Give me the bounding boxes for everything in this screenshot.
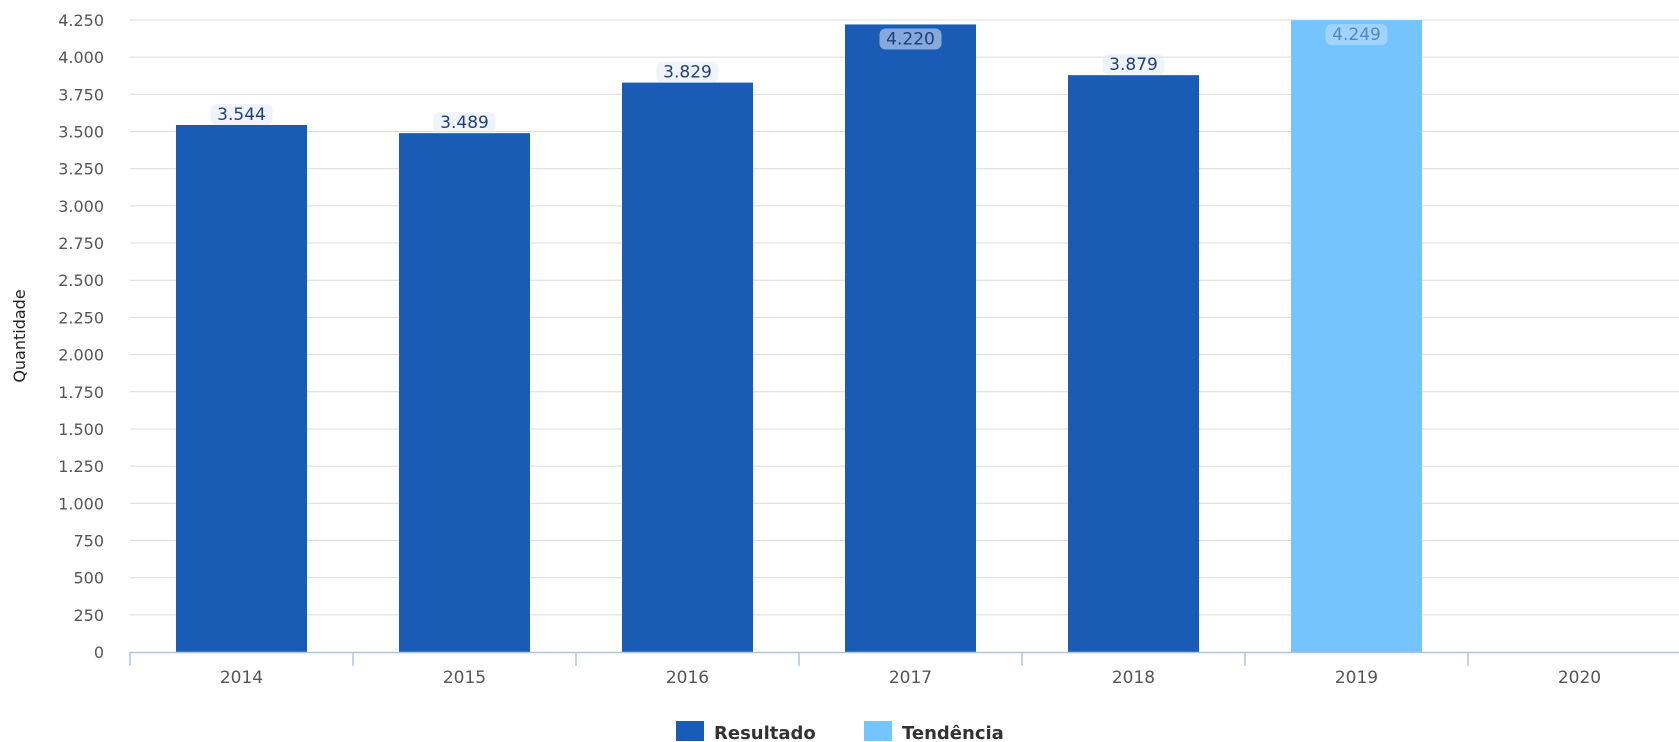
x-axis: [129, 651, 1679, 666]
legend-label: Tendência: [902, 723, 1004, 742]
y-axis-label: Quantidade: [10, 289, 29, 382]
data-label-halo: [210, 103, 273, 125]
y-tick-label: 250: [73, 606, 104, 625]
bar-2017[interactable]: [845, 24, 976, 652]
y-tick-label: 1.750: [58, 383, 104, 402]
data-label-halo: [1102, 54, 1165, 76]
data-label-halo: [433, 112, 496, 134]
legend-item-tendência[interactable]: Tendência: [864, 721, 1004, 742]
bar-2016[interactable]: [622, 82, 753, 653]
x-tick-label: 2015: [443, 668, 486, 688]
legend[interactable]: Resultado Tendência: [676, 721, 1004, 742]
data-label-halo: [656, 61, 719, 83]
y-tick-label: 2.250: [58, 308, 104, 327]
data-label-2014: 3.544: [217, 105, 266, 125]
data-label-2016: 3.829: [663, 63, 712, 83]
x-tick-label: 2014: [220, 668, 263, 688]
legend-swatch: [676, 721, 704, 741]
bars: [176, 20, 1422, 653]
x-tick-label: 2017: [889, 668, 932, 688]
data-label-2015: 3.489: [440, 113, 489, 133]
y-tick-label: 0: [94, 643, 104, 662]
data-label-2018: 3.879: [1109, 55, 1158, 75]
y-tick-label: 3.500: [58, 123, 104, 142]
bar-2018[interactable]: [1068, 75, 1199, 653]
data-label-halo: [1325, 24, 1388, 46]
y-tick-label: 2.750: [58, 234, 104, 253]
y-tick-label: 1.000: [58, 494, 104, 513]
data-label-2019: 4.249: [1332, 25, 1381, 45]
data-labels: 3.544 3.489 3.829 4.220 3.879 4.249: [210, 24, 1388, 134]
y-tick-label: 2.000: [58, 346, 104, 365]
data-label-halo: [879, 28, 942, 50]
x-tick-label: 2019: [1335, 668, 1378, 688]
y-tick-label: 4.250: [58, 11, 104, 30]
x-tick-label: 2016: [666, 668, 709, 688]
y-tick-label: 3.000: [58, 197, 104, 216]
y-tick-label: 750: [73, 531, 104, 550]
y-tick-label: 1.500: [58, 420, 104, 439]
y-tick-label: 2.500: [58, 271, 104, 290]
legend-item-resultado[interactable]: Resultado: [676, 721, 816, 742]
y-axis-ticks: 0 250 500 750 1.000 1.250 1.500 1.750 2.000 2.250…: [58, 11, 104, 662]
legend-label: Resultado: [714, 723, 816, 742]
bar-2014[interactable]: [176, 124, 307, 653]
y-tick-label: 4.000: [58, 48, 104, 67]
y-tick-label: 3.250: [58, 160, 104, 179]
bar-2015[interactable]: [399, 133, 530, 653]
x-axis-ticks: 2014 2015 2016 2017 2018 2019 2020: [220, 668, 1601, 688]
y-tick-label: 1.250: [58, 457, 104, 476]
bar-2019[interactable]: [1291, 20, 1422, 653]
x-tick-label: 2020: [1558, 668, 1601, 688]
y-tick-label: 3.750: [58, 85, 104, 104]
x-tick-label: 2018: [1112, 668, 1155, 688]
data-label-2017: 4.220: [886, 29, 935, 49]
y-tick-label: 500: [73, 569, 104, 588]
legend-swatch: [864, 721, 892, 741]
